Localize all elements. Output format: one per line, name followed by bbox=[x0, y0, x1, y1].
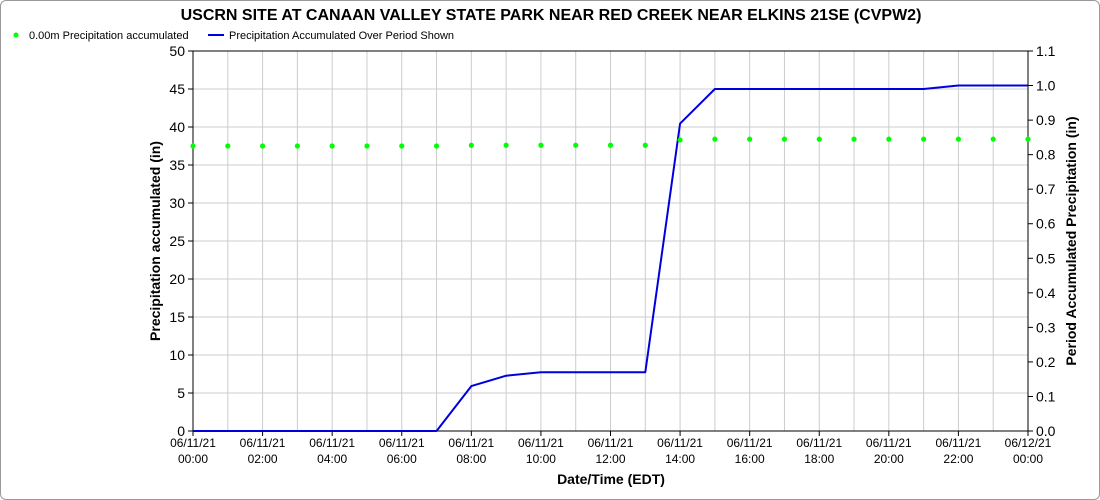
precipitation-accumulated-point bbox=[364, 143, 370, 149]
y-right-tick-label: 1.1 bbox=[1036, 43, 1056, 59]
y-left-tick-label: 20 bbox=[169, 271, 185, 287]
y-axis-left-ticks: 0 5 10 15 20 25 30 35 40 45 50 bbox=[169, 43, 193, 439]
x-tick-label-date: 06/11/21 bbox=[866, 436, 912, 450]
series-precipitation-accumulated bbox=[190, 136, 1031, 149]
y-left-tick-label: 5 bbox=[177, 385, 185, 401]
legend-dot-marker bbox=[13, 32, 19, 38]
x-tick-label-date: 06/11/21 bbox=[170, 436, 216, 450]
x-axis-label: Date/Time (EDT) bbox=[557, 471, 665, 487]
y-axis-left-label: Precipitation accumulated (in) bbox=[147, 141, 163, 341]
period-precipitation-line bbox=[193, 84, 1028, 432]
x-axis-ticks: 06/11/21 00:00 06/11/21 02:00 06/11/21 04:00 0… bbox=[170, 431, 1052, 466]
precipitation-accumulated-point bbox=[816, 136, 822, 142]
precipitation-accumulated-point bbox=[712, 136, 718, 142]
y-right-tick-label: 0.3 bbox=[1036, 319, 1056, 335]
y-left-tick-label: 15 bbox=[169, 309, 185, 325]
y-right-tick-label: 0.6 bbox=[1036, 216, 1056, 232]
y-right-tick-label: 0.1 bbox=[1036, 388, 1056, 404]
y-axis-right-label: Period Accumulated Precipitation (in) bbox=[1063, 116, 1079, 365]
precipitation-accumulated-point bbox=[1025, 136, 1031, 142]
precipitation-accumulated-point bbox=[955, 136, 962, 142]
grid bbox=[192, 50, 1029, 432]
precipitation-accumulated-point bbox=[259, 143, 266, 149]
y-left-tick-label: 35 bbox=[169, 157, 185, 173]
precipitation-accumulated-point bbox=[990, 136, 996, 142]
precipitation-accumulated-point bbox=[468, 142, 474, 148]
x-tick-label-time: 18:00 bbox=[804, 452, 834, 466]
y-right-tick-label: 0.2 bbox=[1036, 354, 1056, 370]
y-right-tick-label: 1.0 bbox=[1036, 78, 1056, 94]
x-tick-label-date: 06/11/21 bbox=[588, 436, 634, 450]
x-tick-label-date: 06/11/21 bbox=[936, 436, 982, 450]
precipitation-accumulated-point bbox=[190, 143, 196, 149]
x-tick-label-time: 16:00 bbox=[735, 452, 765, 466]
x-tick-label-time: 08:00 bbox=[456, 452, 486, 466]
y-right-tick-label: 0.4 bbox=[1036, 285, 1056, 301]
x-tick-label-time: 10:00 bbox=[526, 452, 556, 466]
y-axis-right-ticks: 0.0 0.1 0.2 0.3 0.4 0.5 0.6 0.7 0.8 0.9 1.0 1.1 bbox=[1028, 43, 1056, 439]
precipitation-accumulated-point bbox=[225, 143, 231, 149]
x-tick-label-time: 00:00 bbox=[178, 452, 208, 466]
y-left-tick-label: 30 bbox=[169, 195, 185, 211]
y-right-tick-label: 0.7 bbox=[1036, 181, 1056, 197]
y-right-tick-label: 0.9 bbox=[1036, 112, 1056, 128]
x-tick-label-date: 06/11/21 bbox=[240, 436, 286, 450]
precipitation-accumulated-point bbox=[607, 142, 614, 148]
precipitation-accumulated-point bbox=[921, 136, 927, 142]
x-tick-label-time: 00:00 bbox=[1013, 452, 1043, 466]
x-tick-label-time: 06:00 bbox=[387, 452, 417, 466]
precipitation-accumulated-point bbox=[677, 137, 683, 143]
y-left-tick-label: 0 bbox=[177, 423, 185, 439]
x-tick-label-date: 06/11/21 bbox=[796, 436, 842, 450]
precipitation-accumulated-point bbox=[747, 136, 753, 142]
x-tick-label-date: 06/11/21 bbox=[379, 436, 425, 450]
legend-label-dots: 0.00m Precipitation accumulated bbox=[29, 30, 189, 42]
y-left-tick-label: 25 bbox=[169, 233, 185, 249]
y-right-tick-label: 0.0 bbox=[1036, 423, 1056, 439]
precipitation-accumulated-point bbox=[573, 142, 579, 148]
x-tick-label-date: 06/11/21 bbox=[727, 436, 773, 450]
y-left-tick-label: 10 bbox=[169, 347, 185, 363]
precipitation-accumulated-point bbox=[294, 143, 300, 149]
y-right-tick-label: 0.5 bbox=[1036, 250, 1056, 266]
series-period-precipitation bbox=[193, 84, 1028, 432]
x-tick-label-date: 06/11/21 bbox=[448, 436, 494, 450]
x-tick-label-date: 06/11/21 bbox=[657, 436, 703, 450]
y-left-tick-label: 45 bbox=[169, 81, 185, 97]
y-left-tick-label: 40 bbox=[169, 119, 185, 135]
x-tick-label-time: 02:00 bbox=[248, 452, 278, 466]
legend: 0.00m Precipitation accumulated Precipit… bbox=[13, 30, 454, 42]
chart-title: USCRN SITE AT CANAAN VALLEY STATE PARK N… bbox=[181, 7, 922, 24]
precipitation-accumulated-point bbox=[851, 136, 857, 142]
y-left-tick-label: 50 bbox=[169, 43, 185, 59]
precipitation-accumulated-point bbox=[399, 143, 405, 149]
x-tick-label-date: 06/12/21 bbox=[1005, 436, 1052, 450]
x-tick-label-date: 06/11/21 bbox=[309, 436, 355, 450]
precipitation-accumulated-point bbox=[538, 142, 544, 148]
legend-label-line: Precipitation Accumulated Over Period Sh… bbox=[229, 30, 454, 42]
x-tick-label-time: 04:00 bbox=[317, 452, 347, 466]
precipitation-accumulated-point bbox=[642, 142, 648, 148]
precipitation-accumulated-point bbox=[886, 136, 892, 142]
precipitation-accumulated-point bbox=[503, 142, 509, 148]
x-tick-label-date: 06/11/21 bbox=[518, 436, 564, 450]
x-tick-label-time: 14:00 bbox=[665, 452, 695, 466]
precipitation-accumulated-point bbox=[433, 143, 440, 149]
precipitation-accumulated-point bbox=[781, 136, 788, 142]
x-tick-label-time: 22:00 bbox=[943, 452, 973, 466]
x-tick-label-time: 12:00 bbox=[595, 452, 625, 466]
x-tick-label-time: 20:00 bbox=[874, 452, 904, 466]
precipitation-accumulated-point bbox=[329, 143, 335, 149]
y-right-tick-label: 0.8 bbox=[1036, 147, 1056, 163]
